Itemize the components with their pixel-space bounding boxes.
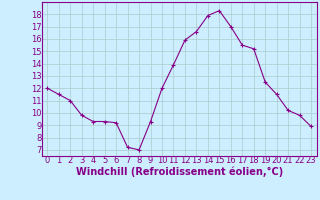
X-axis label: Windchill (Refroidissement éolien,°C): Windchill (Refroidissement éolien,°C) xyxy=(76,166,283,177)
